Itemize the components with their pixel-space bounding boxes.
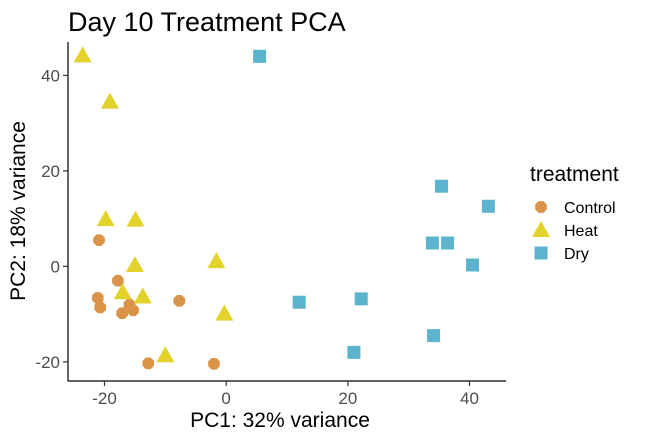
dry-point	[441, 236, 455, 250]
chart-title: Day 10 Treatment PCA	[68, 7, 346, 37]
legend-title: treatment	[530, 163, 619, 186]
heat-point	[113, 283, 132, 300]
heat-point	[126, 210, 145, 227]
x-tick-label: 40	[460, 389, 479, 408]
control-point	[91, 292, 104, 304]
dry-point	[435, 179, 449, 193]
heat-point	[96, 210, 115, 227]
heat-point	[207, 252, 226, 269]
heat-point	[133, 287, 152, 304]
x-tick-label: 0	[221, 389, 230, 408]
control-point	[93, 234, 105, 246]
heat-point	[73, 46, 92, 63]
legend-key-heat	[532, 221, 550, 237]
control-point	[94, 301, 107, 314]
data-points	[73, 46, 495, 370]
control-point	[208, 357, 220, 370]
axes: -20 0 20 40 -20 0 20 40	[35, 42, 506, 408]
legend-key-control	[535, 201, 547, 213]
y-tick-label: 40	[41, 66, 60, 85]
dry-point	[253, 49, 267, 63]
dry-point	[466, 258, 480, 272]
legend: treatment Control Heat Dry	[530, 163, 619, 263]
dry-point	[481, 199, 495, 213]
dry-point	[292, 295, 306, 309]
x-axis-label: PC1: 32% variance	[190, 409, 370, 432]
control-point	[112, 274, 124, 287]
dry-point	[354, 292, 368, 306]
y-axis-label: PC2: 18% variance	[7, 121, 30, 301]
heat-point	[125, 255, 144, 272]
x-tick-label: -20	[92, 389, 117, 408]
dry-point	[425, 236, 439, 250]
legend-label-control: Control	[564, 200, 616, 217]
y-tick-label: 0	[51, 257, 60, 276]
heat-point	[156, 346, 175, 363]
control-point	[173, 294, 186, 307]
legend-label-dry: Dry	[564, 246, 589, 263]
legend-label-heat: Heat	[564, 223, 598, 240]
legend-key-dry	[534, 246, 548, 260]
heat-point	[215, 304, 234, 321]
y-tick-label: -20	[35, 353, 60, 372]
control-point	[142, 357, 155, 370]
control-point	[116, 307, 128, 320]
heat-point	[100, 92, 119, 109]
dry-point	[427, 329, 441, 343]
control-point	[127, 304, 139, 317]
dry-point	[347, 345, 361, 359]
x-tick-label: 20	[338, 389, 357, 408]
y-tick-label: 20	[41, 162, 60, 181]
